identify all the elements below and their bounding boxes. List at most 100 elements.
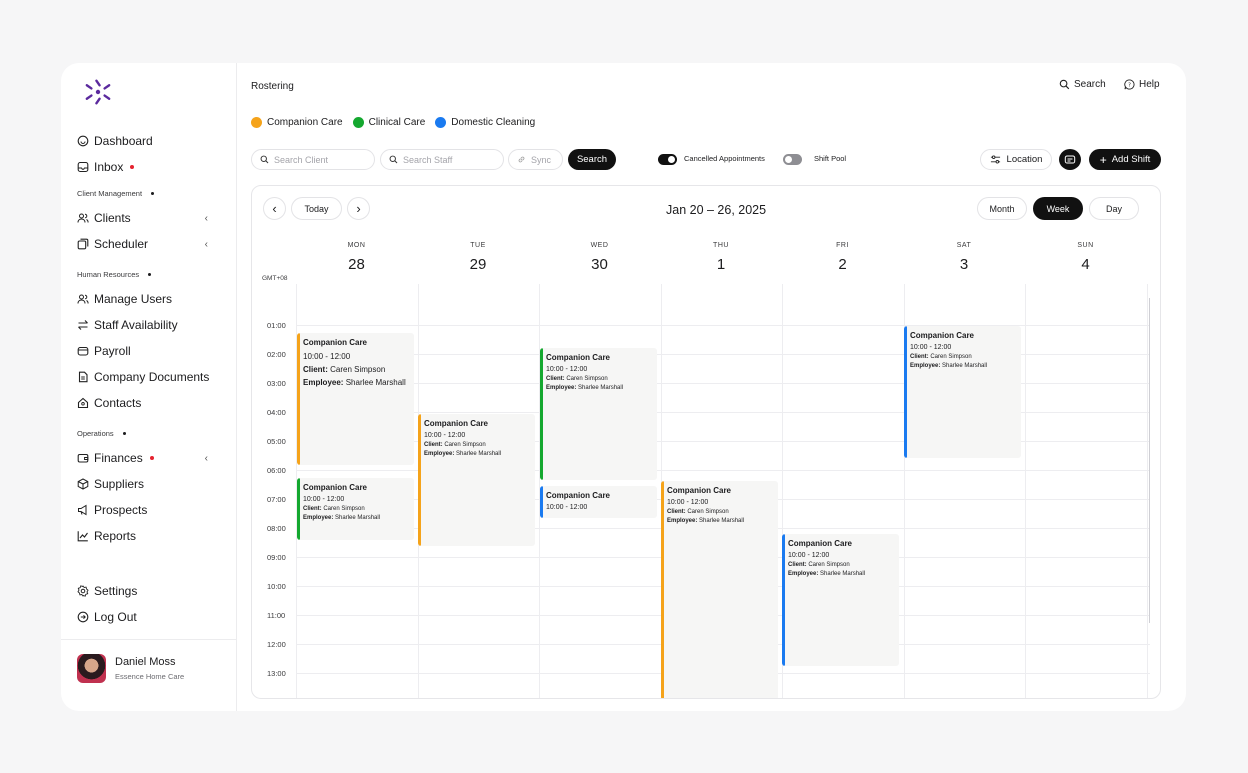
grid-hour-line: [296, 470, 1150, 471]
event-employee: Employee: Sharlee Marshall: [546, 385, 657, 391]
sidebar-item-label: Reports: [94, 529, 137, 543]
sidebar-item-label: Contacts: [94, 396, 142, 410]
day-header-thu[interactable]: THU 1: [661, 242, 782, 273]
client-prefix: Client:: [546, 376, 565, 382]
day-header-tue[interactable]: TUE 29: [418, 242, 539, 273]
gear-icon: [77, 585, 89, 597]
sidebar-item-label: Settings: [94, 584, 138, 598]
event-title: Companion Care: [667, 486, 732, 495]
sidebar-item-suppliers[interactable]: Suppliers: [77, 474, 222, 494]
search-link[interactable]: Search: [1059, 79, 1106, 90]
hour-label: 08:00: [267, 524, 286, 533]
section-toggle-icon: [151, 191, 155, 195]
shift-event[interactable]: Companion Care 10:00 - 12:00 Client: Caren…: [904, 326, 1021, 458]
help-link[interactable]: ? Help: [1124, 79, 1160, 90]
finances-icon: [77, 452, 89, 464]
users-icon: [77, 212, 89, 224]
search-staff-placeholder: Search Staff: [403, 154, 453, 165]
view-week-button[interactable]: Week: [1033, 197, 1083, 220]
event-employee: Employee: Sharlee Marshall: [424, 451, 535, 457]
location-filter-button[interactable]: Location: [980, 149, 1052, 170]
view-month-button[interactable]: Month: [977, 197, 1027, 220]
user-profile[interactable]: Daniel Moss Essence Home Care: [77, 654, 184, 683]
scrollbar-track[interactable]: [1149, 298, 1150, 623]
sidebar-item-finances[interactable]: Finances ‹: [77, 448, 222, 468]
cancelled-appointments-toggle[interactable]: [658, 154, 677, 165]
event-time: 10:00 - 12:00: [546, 504, 588, 511]
sidebar-item-manage-users[interactable]: Manage Users: [77, 289, 222, 309]
sidebar-item-clients[interactable]: Clients ‹: [77, 208, 222, 228]
day-name: SUN: [1077, 242, 1094, 249]
employee-prefix: Employee:: [303, 378, 344, 387]
hour-label: 09:00: [267, 553, 286, 562]
section-client-management[interactable]: Client Management: [77, 187, 155, 199]
wallet-icon: [77, 345, 89, 357]
section-operations[interactable]: Operations: [77, 427, 126, 439]
grid-hour-line: [296, 412, 1150, 413]
day-header-fri[interactable]: FRI 2: [782, 242, 903, 273]
day-header-sat[interactable]: SAT 3: [904, 242, 1025, 273]
today-button[interactable]: Today: [291, 197, 342, 220]
client-name: Caren Simpson: [323, 506, 365, 512]
day-header-mon[interactable]: MON 28: [296, 242, 417, 273]
sidebar-item-inbox[interactable]: Inbox: [77, 157, 222, 177]
shift-event[interactable]: Companion Care 10:00 - 12:00 Client: Caren…: [297, 333, 414, 465]
shift-event[interactable]: Companion Care 10:00 - 12:00 Client: Caren…: [418, 414, 535, 546]
hour-label: 04:00: [267, 408, 286, 417]
main-content: Rostering Search ? Help Companion Care C…: [237, 63, 1186, 711]
event-employee: Employee: Sharlee Marshall: [303, 515, 414, 521]
shift-event[interactable]: Companion Care 10:00 - 12:00 Client: Caren…: [540, 348, 657, 480]
employee-name: Sharlee Marshall: [456, 451, 502, 457]
shift-event[interactable]: Companion Care 10:00 - 12:00 Client: Caren…: [297, 478, 414, 540]
sidebar-item-label: Log Out: [94, 610, 137, 624]
location-label: Location: [1006, 154, 1043, 165]
hour-label: 02:00: [267, 350, 286, 359]
unread-indicator: [149, 456, 154, 460]
shift-event[interactable]: Companion Care 10:00 - 12:00 Client: Caren…: [782, 534, 899, 666]
day-header-sun[interactable]: SUN 4: [1025, 242, 1146, 273]
shift-pool-toggle[interactable]: [783, 154, 802, 165]
link-icon: [518, 156, 525, 163]
event-client: Client: Caren Simpson: [788, 562, 899, 568]
shift-event[interactable]: Companion Care 10:00 - 12:00 Client: Caren…: [661, 481, 778, 698]
sliders-icon: [990, 155, 1000, 164]
messages-button[interactable]: [1059, 149, 1081, 170]
sidebar-item-contacts[interactable]: Contacts: [77, 393, 222, 413]
view-day-button[interactable]: Day: [1089, 197, 1139, 220]
section-label: Client Management: [77, 188, 143, 198]
section-toggle-icon: [148, 272, 152, 276]
sync-button[interactable]: Sync: [508, 149, 563, 170]
box-icon: [77, 478, 89, 490]
day-name: SAT: [956, 242, 972, 249]
hour-label: 10:00: [267, 582, 286, 591]
sidebar-item-payroll[interactable]: Payroll: [77, 341, 222, 361]
sidebar-item-settings[interactable]: Settings: [77, 581, 222, 601]
day-header-wed[interactable]: WED 30: [539, 242, 660, 273]
event-client: Client: Caren Simpson: [303, 506, 414, 512]
sidebar-item-staff-availability[interactable]: Staff Availability: [77, 315, 222, 335]
hour-label: 11:00: [267, 611, 286, 620]
day-name: TUE: [470, 242, 486, 249]
add-shift-button[interactable]: + Add Shift: [1089, 149, 1161, 170]
help-icon: ?: [1124, 79, 1135, 90]
grid-column-line: [903, 284, 905, 698]
scheduler-icon: [77, 238, 89, 250]
search-staff-input[interactable]: Search Staff: [380, 149, 504, 170]
search-button[interactable]: Search: [568, 149, 616, 170]
event-title: Companion Care: [303, 338, 368, 347]
section-human-resources[interactable]: Human Resources: [77, 268, 152, 280]
previous-week-button[interactable]: ‹: [263, 197, 286, 220]
next-week-button[interactable]: ›: [347, 197, 370, 220]
search-icon: [260, 155, 269, 164]
sidebar-item-dashboard[interactable]: Dashboard: [77, 131, 222, 151]
sidebar-item-company-documents[interactable]: Company Documents: [77, 367, 222, 387]
sidebar-item-scheduler[interactable]: Scheduler ‹: [77, 234, 222, 254]
event-client: Client: Caren Simpson: [910, 354, 1021, 360]
search-client-input[interactable]: Search Client: [251, 149, 375, 170]
chevron-left-icon: ‹: [204, 452, 208, 464]
shift-event[interactable]: Companion Care 10:00 - 12:00: [540, 486, 657, 518]
sidebar-item-prospects[interactable]: Prospects: [77, 500, 222, 520]
employee-prefix: Employee:: [667, 518, 698, 524]
sidebar-item-reports[interactable]: Reports: [77, 526, 222, 546]
sidebar-item-logout[interactable]: Log Out: [77, 607, 222, 627]
